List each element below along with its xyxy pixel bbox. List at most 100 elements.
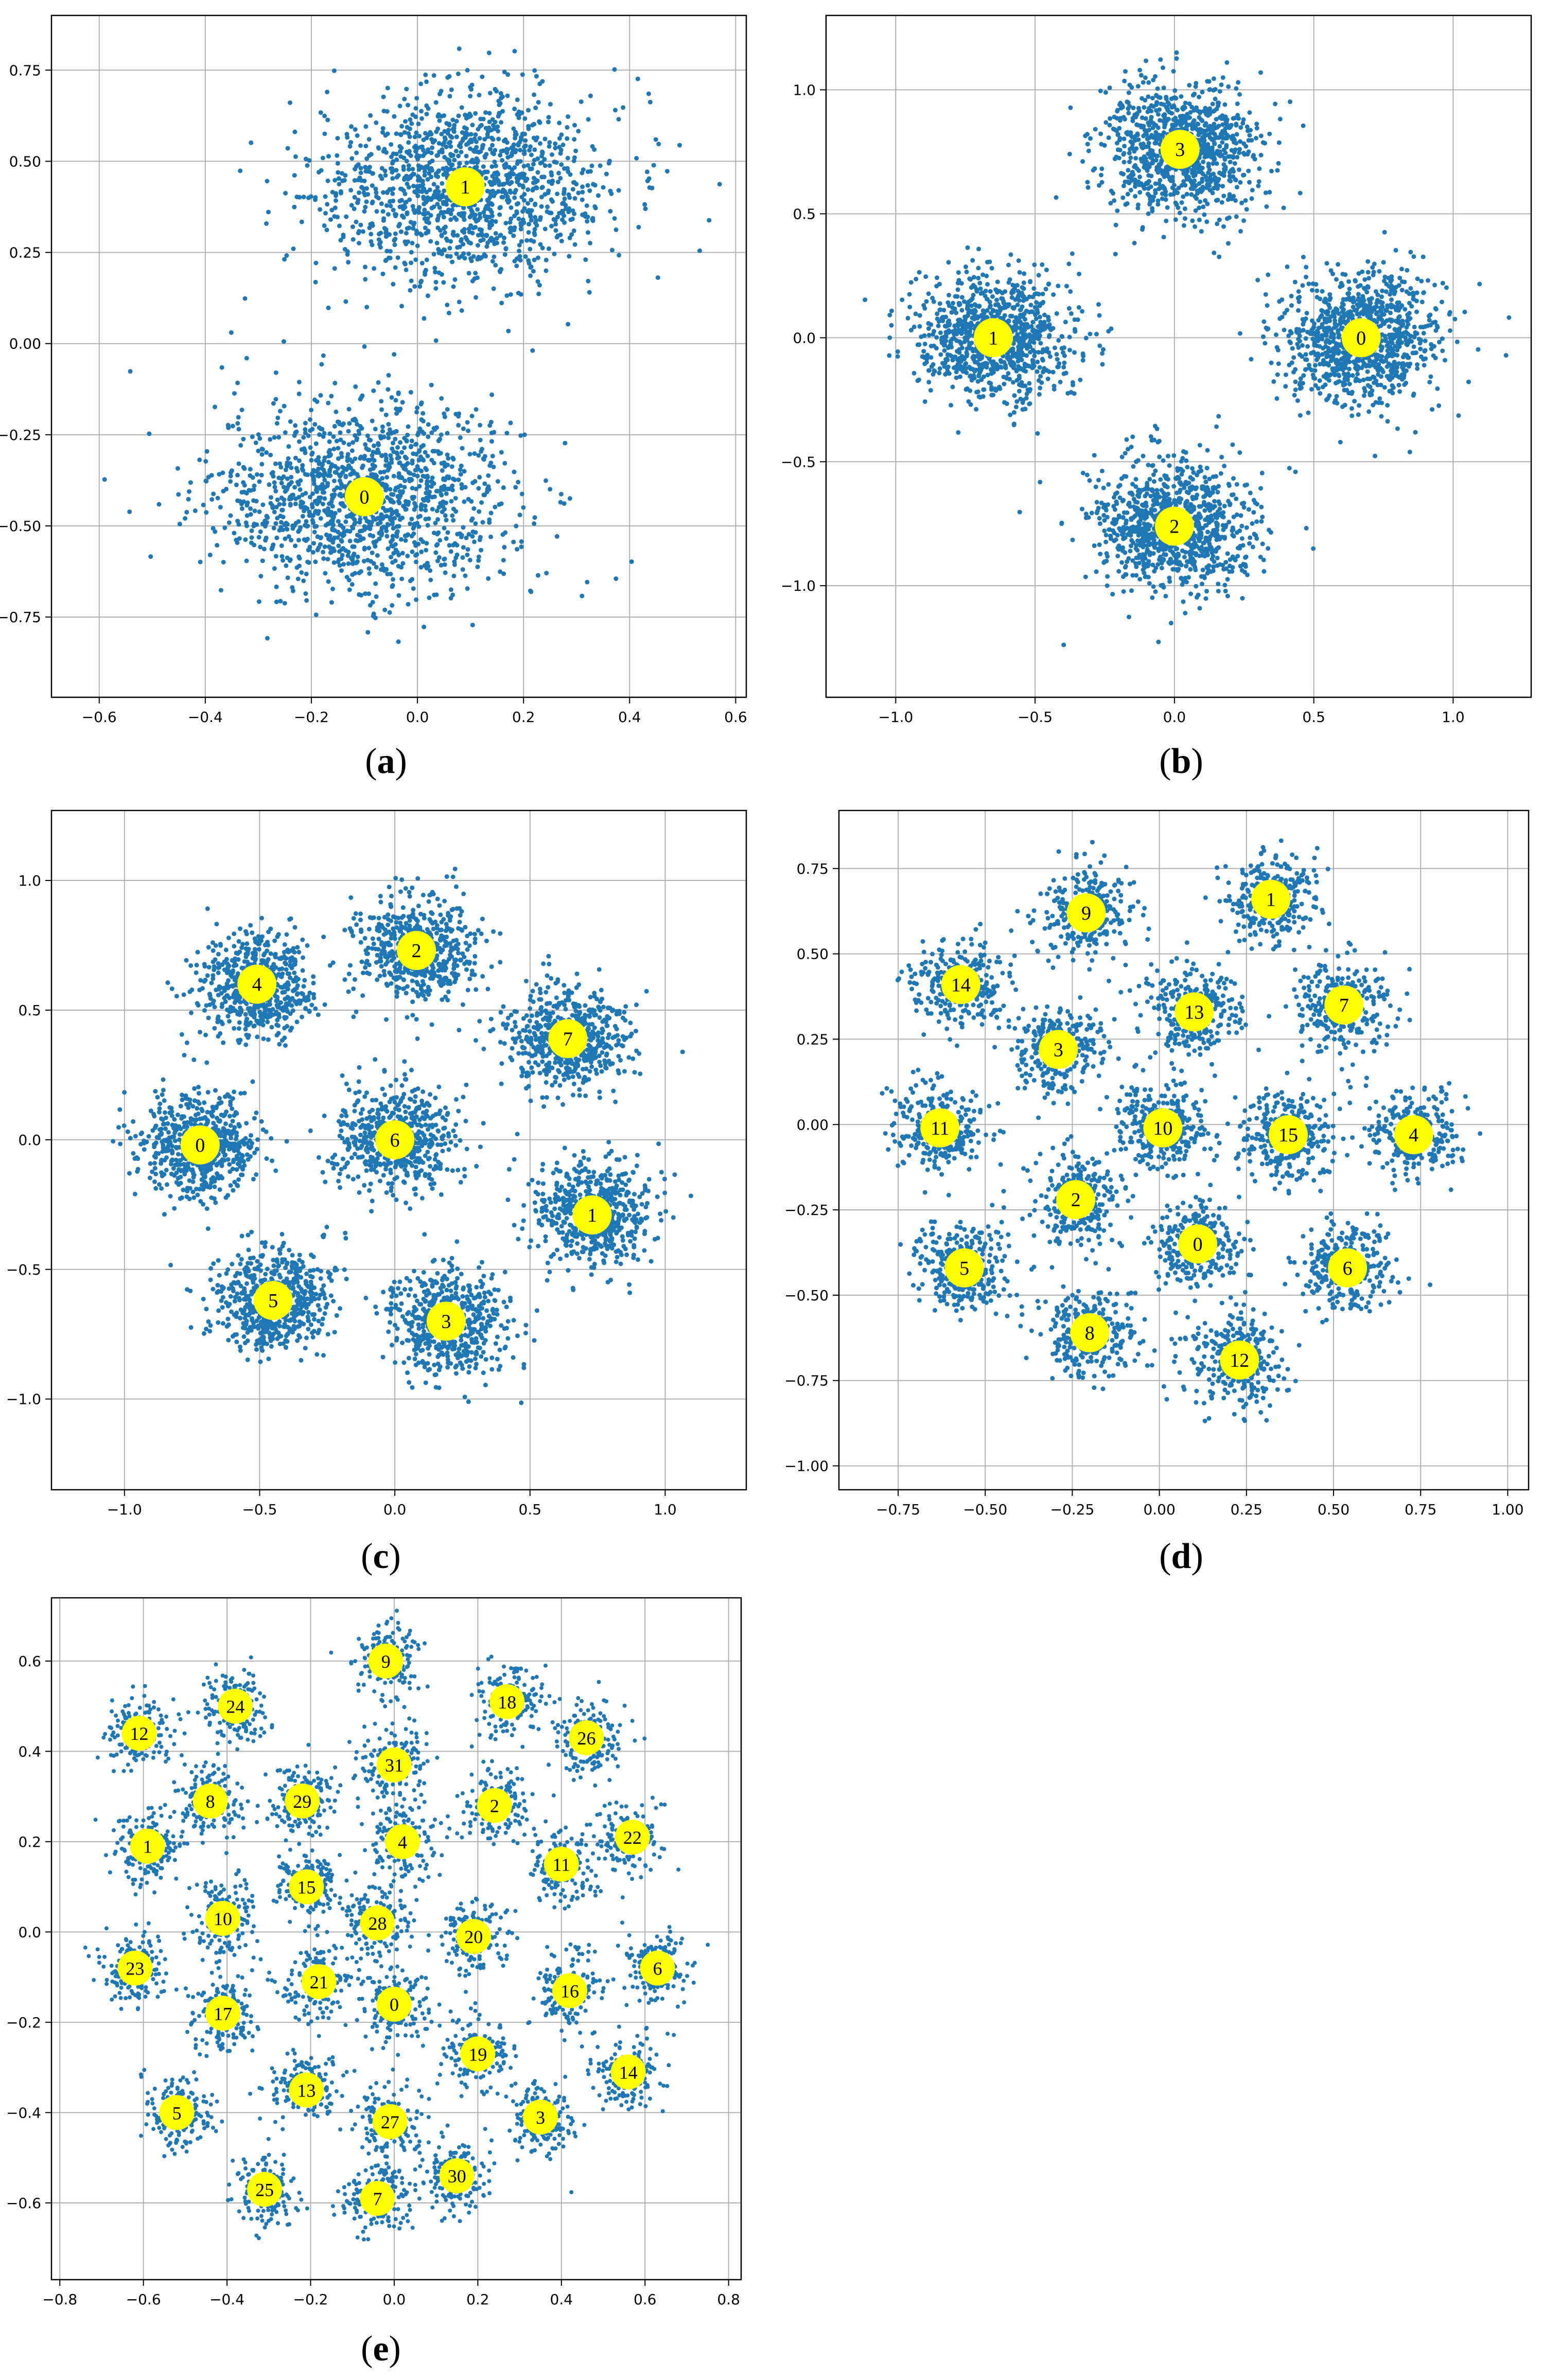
- data-point: [440, 468, 445, 473]
- data-point: [235, 380, 240, 385]
- data-point: [127, 509, 132, 514]
- data-point: [646, 176, 652, 181]
- y-tick-label: −0.25: [0, 427, 41, 444]
- data-point: [1346, 355, 1351, 360]
- data-point: [572, 137, 577, 142]
- data-point: [386, 422, 391, 427]
- data-point: [1432, 283, 1437, 288]
- data-point: [378, 470, 383, 475]
- data-point: [520, 72, 525, 77]
- data-point: [517, 140, 522, 145]
- data-point: [451, 477, 456, 482]
- data-point: [576, 129, 581, 134]
- data-point: [393, 398, 398, 403]
- data-point: [1418, 346, 1423, 351]
- data-point: [369, 523, 374, 528]
- data-point: [204, 479, 209, 484]
- data-point: [1027, 401, 1032, 406]
- data-point: [922, 333, 927, 338]
- data-point: [427, 187, 432, 192]
- data-point: [1083, 336, 1089, 341]
- data-point: [350, 515, 355, 520]
- data-point: [327, 467, 332, 472]
- data-point: [1382, 230, 1387, 235]
- data-point: [326, 305, 331, 310]
- data-point: [483, 175, 488, 181]
- data-point: [535, 170, 540, 175]
- data-point: [248, 506, 253, 511]
- data-point: [1423, 338, 1428, 343]
- data-point: [583, 257, 588, 262]
- data-point: [285, 146, 290, 151]
- data-point: [1036, 273, 1041, 278]
- data-point: [1362, 277, 1368, 282]
- data-point: [1067, 347, 1072, 352]
- data-point: [235, 498, 240, 503]
- data-point: [436, 505, 442, 510]
- data-point: [1403, 307, 1408, 312]
- data-point: [459, 308, 464, 313]
- data-point: [341, 466, 346, 470]
- data-point: [265, 514, 270, 519]
- data-point: [463, 235, 468, 240]
- data-point: [291, 246, 296, 251]
- data-point: [176, 492, 181, 497]
- data-point: [401, 155, 407, 161]
- data-point: [1020, 335, 1025, 340]
- data-point: [349, 124, 354, 129]
- data-point: [521, 151, 527, 156]
- data-point: [482, 214, 487, 219]
- data-point: [451, 456, 456, 462]
- data-point: [1364, 310, 1369, 314]
- data-point: [948, 352, 953, 358]
- data-point: [420, 153, 426, 158]
- data-point: [1503, 353, 1509, 358]
- data-point: [335, 466, 340, 471]
- data-point: [988, 289, 993, 294]
- data-point: [1040, 291, 1045, 296]
- data-point: [1054, 311, 1059, 316]
- data-point: [394, 168, 399, 173]
- data-point: [525, 163, 531, 168]
- data-point: [1331, 369, 1337, 374]
- data-point: [456, 477, 461, 482]
- data-point: [1352, 399, 1357, 404]
- data-point: [1428, 312, 1433, 318]
- data-point: [404, 231, 409, 236]
- data-point: [1335, 401, 1340, 406]
- data-point: [385, 522, 391, 527]
- data-point: [384, 495, 390, 500]
- data-point: [326, 460, 331, 465]
- data-point: [1051, 383, 1057, 389]
- data-point: [442, 562, 447, 567]
- data-point: [519, 239, 524, 244]
- data-point: [1045, 376, 1050, 381]
- data-point: [448, 217, 453, 222]
- data-point: [504, 431, 510, 436]
- data-point: [323, 571, 328, 576]
- data-point: [1307, 365, 1312, 371]
- data-point: [343, 173, 348, 178]
- data-point: [373, 186, 378, 191]
- data-point: [512, 469, 517, 474]
- data-point: [286, 456, 291, 461]
- data-point: [175, 466, 180, 471]
- data-point: [429, 430, 434, 435]
- data-point: [354, 560, 359, 566]
- data-point: [1024, 353, 1029, 358]
- data-point: [1361, 298, 1366, 303]
- data-point: [221, 488, 226, 493]
- data-point: [322, 113, 327, 118]
- data-point: [547, 163, 552, 168]
- data-point: [497, 212, 502, 217]
- data-point: [309, 502, 314, 507]
- data-point: [256, 448, 261, 453]
- data-point: [430, 507, 435, 512]
- data-point: [420, 539, 426, 544]
- data-point: [1004, 376, 1009, 381]
- data-point: [259, 462, 265, 467]
- data-point: [156, 502, 162, 507]
- data-point: [553, 146, 558, 151]
- data-point: [946, 364, 951, 369]
- data-point: [314, 501, 320, 506]
